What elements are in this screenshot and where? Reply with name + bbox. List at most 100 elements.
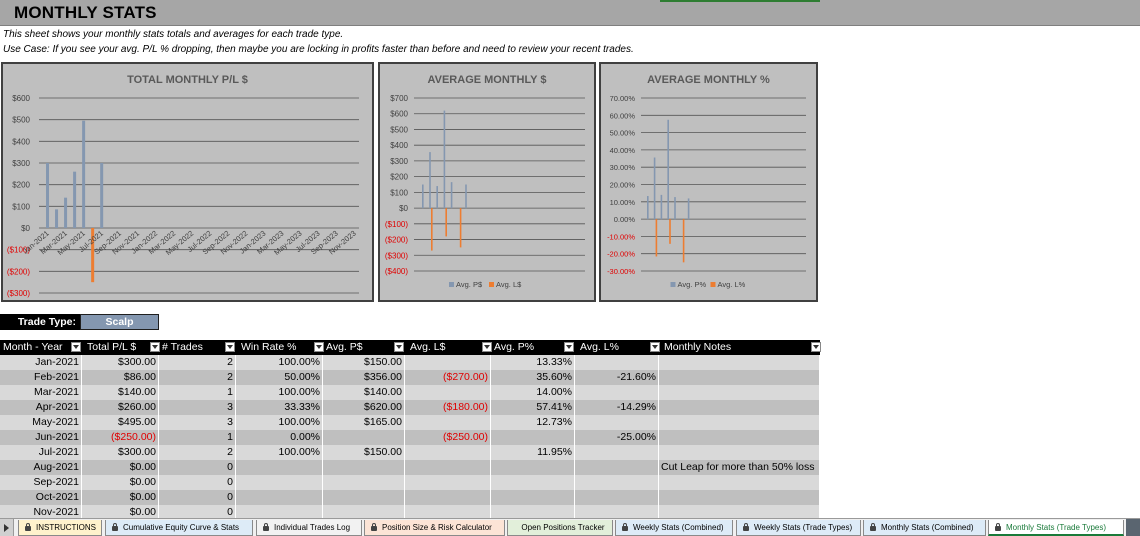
- table-cell[interactable]: [323, 475, 405, 490]
- table-cell[interactable]: [405, 445, 491, 460]
- table-cell[interactable]: -14.29%: [575, 400, 659, 415]
- table-cell[interactable]: 100.00%: [236, 445, 323, 460]
- table-cell[interactable]: $140.00: [82, 385, 159, 400]
- table-cell[interactable]: [575, 490, 659, 505]
- table-cell[interactable]: [405, 355, 491, 370]
- sheet-tab[interactable]: Open Positions Tracker: [507, 520, 613, 536]
- table-cell[interactable]: 0: [159, 460, 236, 475]
- table-cell[interactable]: Feb-2021: [0, 370, 82, 385]
- table-cell[interactable]: $260.00: [82, 400, 159, 415]
- table-cell[interactable]: 0: [159, 505, 236, 520]
- table-cell[interactable]: 57.41%: [491, 400, 575, 415]
- table-cell[interactable]: 0.00%: [236, 430, 323, 445]
- table-cell[interactable]: 11.95%: [491, 445, 575, 460]
- table-cell[interactable]: Cut Leap for more than 50% loss: [659, 460, 820, 475]
- table-cell[interactable]: ($250.00): [82, 430, 159, 445]
- table-cell[interactable]: $150.00: [323, 445, 405, 460]
- filter-dropdown-icon[interactable]: [811, 342, 821, 352]
- table-cell[interactable]: 100.00%: [236, 385, 323, 400]
- table-cell[interactable]: $0.00: [82, 505, 159, 520]
- table-cell[interactable]: ($180.00): [405, 400, 491, 415]
- filter-dropdown-icon[interactable]: [564, 342, 574, 352]
- table-cell[interactable]: $495.00: [82, 415, 159, 430]
- table-cell[interactable]: -25.00%: [575, 430, 659, 445]
- table-cell[interactable]: Mar-2021: [0, 385, 82, 400]
- table-cell[interactable]: [405, 385, 491, 400]
- table-cell[interactable]: [575, 445, 659, 460]
- table-cell[interactable]: 3: [159, 400, 236, 415]
- table-cell[interactable]: [236, 475, 323, 490]
- table-cell[interactable]: Aug-2021: [0, 460, 82, 475]
- sheet-tab[interactable]: Weekly Stats (Trade Types): [736, 520, 861, 536]
- table-cell[interactable]: [659, 355, 820, 370]
- filter-dropdown-icon[interactable]: [314, 342, 324, 352]
- table-cell[interactable]: 1: [159, 385, 236, 400]
- table-cell[interactable]: Nov-2021: [0, 505, 82, 520]
- table-cell[interactable]: $0.00: [82, 490, 159, 505]
- table-cell[interactable]: [659, 445, 820, 460]
- table-cell[interactable]: [659, 430, 820, 445]
- table-cell[interactable]: $0.00: [82, 460, 159, 475]
- table-cell[interactable]: May-2021: [0, 415, 82, 430]
- table-cell[interactable]: [491, 490, 575, 505]
- table-cell[interactable]: $140.00: [323, 385, 405, 400]
- table-cell[interactable]: Sep-2021: [0, 475, 82, 490]
- table-cell[interactable]: $300.00: [82, 355, 159, 370]
- table-cell[interactable]: 50.00%: [236, 370, 323, 385]
- table-cell[interactable]: 33.33%: [236, 400, 323, 415]
- tab-scroll-left-button[interactable]: [0, 519, 14, 536]
- table-cell[interactable]: [323, 490, 405, 505]
- filter-dropdown-icon[interactable]: [71, 342, 81, 352]
- table-cell[interactable]: [405, 505, 491, 520]
- table-cell[interactable]: ($250.00): [405, 430, 491, 445]
- table-cell[interactable]: 14.00%: [491, 385, 575, 400]
- table-cell[interactable]: Jul-2021: [0, 445, 82, 460]
- table-cell[interactable]: 3: [159, 415, 236, 430]
- table-cell[interactable]: [405, 460, 491, 475]
- table-cell[interactable]: [405, 475, 491, 490]
- filter-dropdown-icon[interactable]: [650, 342, 660, 352]
- table-cell[interactable]: [659, 415, 820, 430]
- table-cell[interactable]: $620.00: [323, 400, 405, 415]
- table-cell[interactable]: [659, 400, 820, 415]
- table-cell[interactable]: Jun-2021: [0, 430, 82, 445]
- table-cell[interactable]: [659, 385, 820, 400]
- chart-average-monthly-dollar[interactable]: AVERAGE MONTHLY $ $700 $600 $500 $400 $300 $20…: [378, 62, 596, 302]
- tab-scroll-right-button[interactable]: [1126, 519, 1140, 536]
- table-cell[interactable]: 100.00%: [236, 415, 323, 430]
- table-cell[interactable]: $356.00: [323, 370, 405, 385]
- sheet-tab[interactable]: Individual Trades Log: [256, 520, 362, 536]
- table-cell[interactable]: 100.00%: [236, 355, 323, 370]
- table-cell[interactable]: $150.00: [323, 355, 405, 370]
- table-cell[interactable]: [236, 505, 323, 520]
- trade-type-select[interactable]: Scalp: [80, 314, 159, 330]
- table-cell[interactable]: [323, 430, 405, 445]
- table-cell[interactable]: 13.33%: [491, 355, 575, 370]
- filter-dropdown-icon[interactable]: [394, 342, 404, 352]
- table-cell[interactable]: [236, 460, 323, 475]
- filter-dropdown-icon[interactable]: [482, 342, 492, 352]
- sheet-tab[interactable]: INSTRUCTIONS: [18, 520, 102, 536]
- table-cell[interactable]: [405, 490, 491, 505]
- table-cell[interactable]: [575, 460, 659, 475]
- table-cell[interactable]: [575, 415, 659, 430]
- table-cell[interactable]: $0.00: [82, 475, 159, 490]
- table-cell[interactable]: [491, 430, 575, 445]
- table-cell[interactable]: $300.00: [82, 445, 159, 460]
- sheet-tab[interactable]: Monthly Stats (Trade Types): [988, 520, 1124, 536]
- table-cell[interactable]: Oct-2021: [0, 490, 82, 505]
- table-cell[interactable]: Apr-2021: [0, 400, 82, 415]
- filter-dropdown-icon[interactable]: [150, 342, 160, 352]
- table-cell[interactable]: [323, 460, 405, 475]
- sheet-tab[interactable]: Cumulative Equity Curve & Stats: [105, 520, 253, 536]
- table-cell[interactable]: 0: [159, 475, 236, 490]
- table-cell[interactable]: [405, 415, 491, 430]
- chart-total-monthly-pl[interactable]: TOTAL MONTHLY P/L $ $600 $500 $400 $300 $200 $…: [1, 62, 374, 302]
- table-cell[interactable]: [575, 475, 659, 490]
- sheet-tab[interactable]: Weekly Stats (Combined): [615, 520, 733, 536]
- table-cell[interactable]: [491, 475, 575, 490]
- table-cell[interactable]: [659, 370, 820, 385]
- table-cell[interactable]: ($270.00): [405, 370, 491, 385]
- table-cell[interactable]: $86.00: [82, 370, 159, 385]
- table-cell[interactable]: [659, 505, 820, 520]
